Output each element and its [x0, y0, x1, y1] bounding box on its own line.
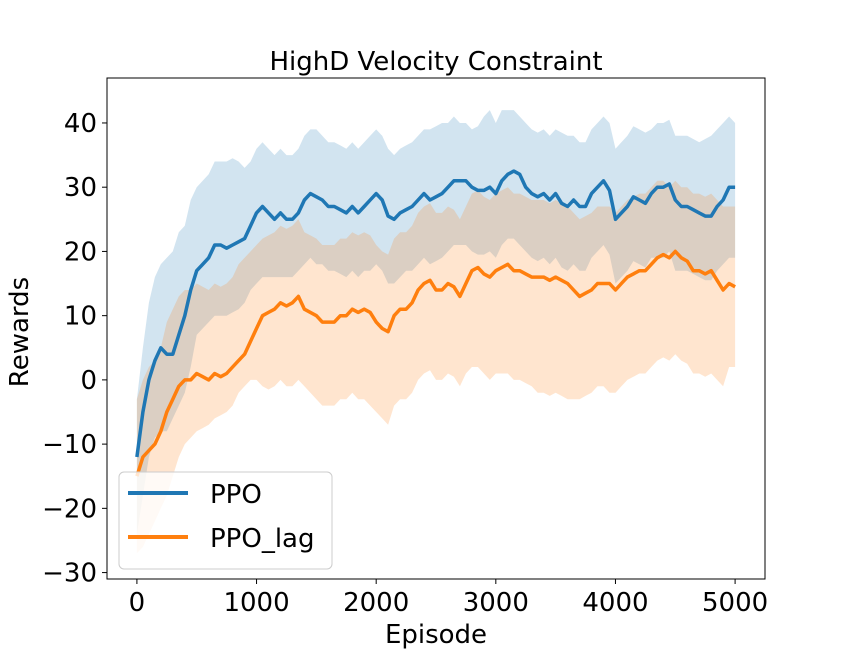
- chart-title: HighD Velocity Constraint: [269, 47, 602, 77]
- x-tick-label: 2000: [343, 588, 409, 618]
- confidence-bands: [136, 110, 736, 554]
- x-tick-label: 0: [129, 588, 146, 618]
- y-tick-label: −10: [42, 430, 97, 460]
- legend-label-ppo: PPO: [210, 480, 262, 510]
- series-line-ppo-lag: [135, 249, 736, 477]
- plot-area-frame: [106, 77, 766, 580]
- band-ppo-lag: [136, 180, 736, 554]
- y-axis-ticks: −30 −20 −10 0 10 20 30 40: [42, 109, 107, 589]
- y-tick-label: −20: [42, 494, 97, 524]
- series-line-ppo: [135, 169, 736, 458]
- y-tick-label: 10: [64, 302, 97, 332]
- series-lines: [135, 169, 736, 477]
- x-axis-ticks: 0 1000 2000 3000 4000 5000: [129, 579, 768, 618]
- legend: PPO PPO_lag: [118, 471, 333, 570]
- y-tick-label: 40: [64, 109, 97, 139]
- y-axis-label: Rewards: [5, 277, 35, 387]
- legend-box: [118, 471, 333, 570]
- x-tick-label: 3000: [463, 588, 529, 618]
- band-ppo: [136, 110, 736, 534]
- y-tick-label: 20: [64, 237, 97, 267]
- y-tick-label: 30: [64, 173, 97, 203]
- x-axis-label: Episode: [385, 620, 487, 650]
- y-tick-label: 0: [80, 366, 97, 396]
- x-tick-label: 1000: [223, 588, 289, 618]
- y-tick-label: −30: [42, 559, 97, 589]
- legend-label-ppo-lag: PPO_lag: [210, 524, 314, 554]
- x-tick-label: 4000: [582, 588, 648, 618]
- x-tick-label: 5000: [702, 588, 768, 618]
